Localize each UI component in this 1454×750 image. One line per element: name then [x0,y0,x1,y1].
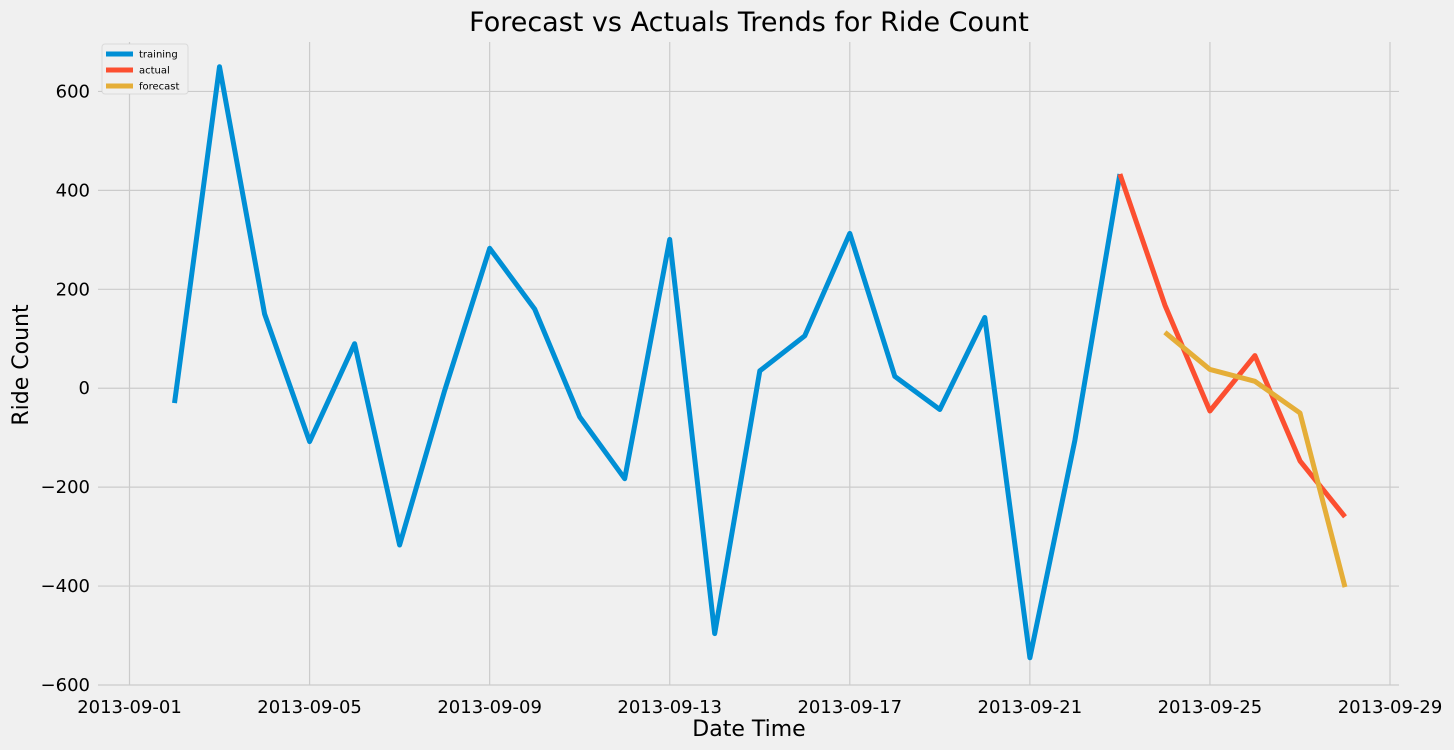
y-tick-label: 600 [56,81,90,102]
legend-label-actual: actual [139,66,170,77]
x-tick-label: 2013-09-13 [617,697,722,718]
y-tick-label: 200 [56,279,90,300]
x-tick-label: 2013-09-01 [77,697,182,718]
x-tick-label: 2013-09-25 [1158,697,1263,718]
x-tick-label: 2013-09-09 [437,697,542,718]
series-line-actual [1117,173,1347,519]
tick-labels: 2013-09-01 2013-09-05 2013-09-09 2013-09-13… [41,81,1443,718]
y-tick-label: 0 [79,378,90,399]
y-tick-label: 400 [56,180,90,201]
grid [98,42,1399,686]
y-tick-label: −400 [41,576,90,597]
legend-label-training: training [139,50,178,61]
x-tick-label: 2013-09-05 [257,697,362,718]
series-lines [172,64,1348,661]
legend-label-forecast: forecast [139,82,180,93]
legend: training actual forecast [101,43,189,95]
x-tick-label: 2013-09-17 [797,697,902,718]
series-line-training [172,64,1123,661]
y-tick-label: −200 [41,477,90,498]
x-tick-label: 2013-09-29 [1338,697,1443,718]
y-axis-label: Ride Count [9,304,34,426]
x-tick-label: 2013-09-21 [978,697,1083,718]
chart-title: Forecast vs Actuals Trends for Ride Coun… [469,7,1029,38]
x-axis-label: Date Time [692,717,805,742]
y-tick-label: −600 [41,675,90,696]
